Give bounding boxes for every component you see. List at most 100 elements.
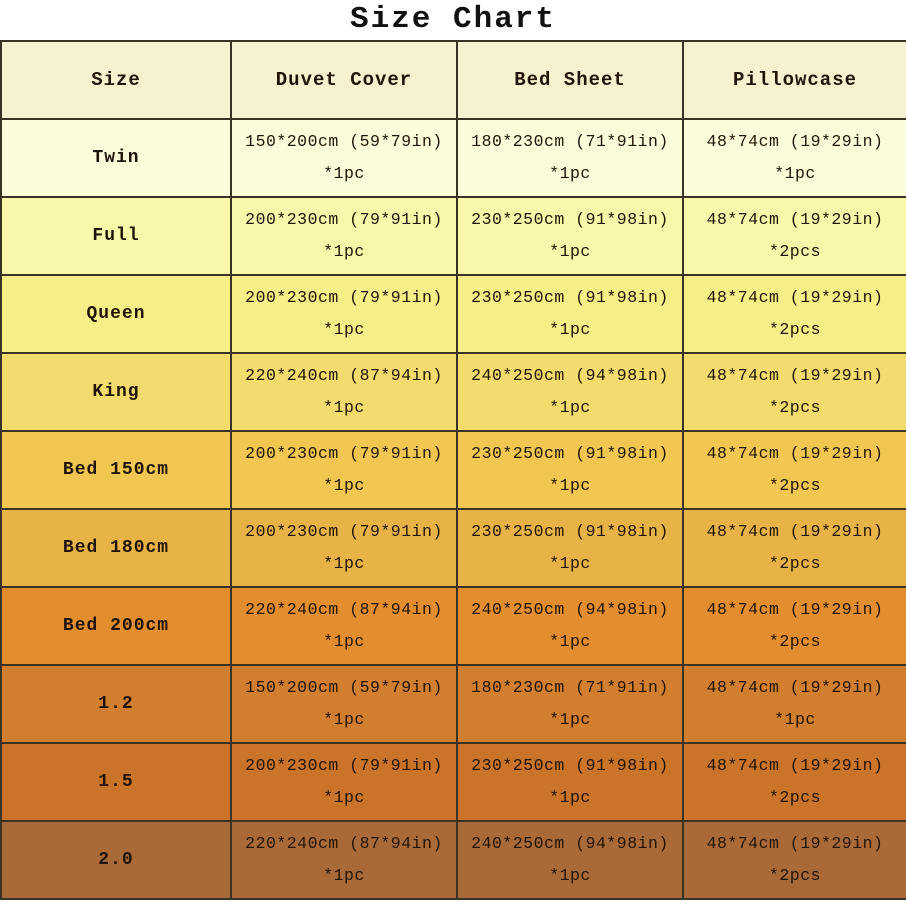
table-row: Bed 150cm 200*230cm (79*91in) *1pc 230*2… bbox=[0, 430, 906, 510]
duvet-cover-cell: 220*240cm (87*94in) *1pc bbox=[230, 820, 458, 900]
bed-sheet-quantity: *1pc bbox=[549, 398, 591, 417]
table-row: 1.2 150*200cm (59*79in) *1pc 180*230cm (… bbox=[0, 664, 906, 744]
bed-sheet-quantity: *1pc bbox=[549, 710, 591, 729]
row-size-label: Bed 180cm bbox=[0, 508, 232, 588]
bed-sheet-cell: 230*250cm (91*98in) *1pc bbox=[456, 742, 684, 822]
duvet-cover-cell: 200*230cm (79*91in) *1pc bbox=[230, 508, 458, 588]
duvet-cover-dimensions: 220*240cm (87*94in) bbox=[245, 600, 443, 619]
pillowcase-dimensions: 48*74cm (19*29in) bbox=[706, 366, 884, 385]
header-row: Size Duvet Cover Bed Sheet Pillowcase bbox=[0, 40, 906, 120]
duvet-cover-dimensions: 220*240cm (87*94in) bbox=[245, 366, 443, 385]
bed-sheet-dimensions: 230*250cm (91*98in) bbox=[471, 756, 669, 775]
table-row: Bed 200cm 220*240cm (87*94in) *1pc 240*2… bbox=[0, 586, 906, 666]
pillowcase-dimensions: 48*74cm (19*29in) bbox=[706, 834, 884, 853]
duvet-cover-cell: 200*230cm (79*91in) *1pc bbox=[230, 196, 458, 276]
pillowcase-quantity: *2pcs bbox=[768, 554, 821, 573]
pillowcase-cell: 48*74cm (19*29in) *1pc bbox=[682, 118, 906, 198]
table-row: 1.5 200*230cm (79*91in) *1pc 230*250cm (… bbox=[0, 742, 906, 822]
pillowcase-dimensions: 48*74cm (19*29in) bbox=[706, 522, 884, 541]
header-pillowcase: Pillowcase bbox=[682, 40, 906, 120]
pillowcase-dimensions: 48*74cm (19*29in) bbox=[706, 210, 884, 229]
bed-sheet-dimensions: 240*250cm (94*98in) bbox=[471, 600, 669, 619]
duvet-cover-quantity: *1pc bbox=[323, 866, 365, 885]
pillowcase-dimensions: 48*74cm (19*29in) bbox=[706, 600, 884, 619]
pillowcase-cell: 48*74cm (19*29in) *2pcs bbox=[682, 196, 906, 276]
bed-sheet-quantity: *1pc bbox=[549, 788, 591, 807]
bed-sheet-cell: 230*250cm (91*98in) *1pc bbox=[456, 508, 684, 588]
duvet-cover-cell: 200*230cm (79*91in) *1pc bbox=[230, 742, 458, 822]
pillowcase-quantity: *1pc bbox=[774, 710, 816, 729]
duvet-cover-dimensions: 220*240cm (87*94in) bbox=[245, 834, 443, 853]
pillowcase-cell: 48*74cm (19*29in) *2pcs bbox=[682, 742, 906, 822]
pillowcase-quantity: *1pc bbox=[774, 164, 816, 183]
row-size-label: 1.5 bbox=[0, 742, 232, 822]
pillowcase-quantity: *2pcs bbox=[768, 242, 821, 261]
table-row: 2.0 220*240cm (87*94in) *1pc 240*250cm (… bbox=[0, 820, 906, 900]
pillowcase-dimensions: 48*74cm (19*29in) bbox=[706, 444, 884, 463]
bed-sheet-cell: 240*250cm (94*98in) *1pc bbox=[456, 586, 684, 666]
row-size-label: Full bbox=[0, 196, 232, 276]
duvet-cover-dimensions: 200*230cm (79*91in) bbox=[245, 522, 443, 541]
duvet-cover-quantity: *1pc bbox=[323, 476, 365, 495]
bed-sheet-cell: 240*250cm (94*98in) *1pc bbox=[456, 820, 684, 900]
pillowcase-quantity: *2pcs bbox=[768, 632, 821, 651]
bed-sheet-dimensions: 230*250cm (91*98in) bbox=[471, 288, 669, 307]
bed-sheet-quantity: *1pc bbox=[549, 554, 591, 573]
duvet-cover-dimensions: 200*230cm (79*91in) bbox=[245, 444, 443, 463]
pillowcase-cell: 48*74cm (19*29in) *1pc bbox=[682, 664, 906, 744]
duvet-cover-dimensions: 200*230cm (79*91in) bbox=[245, 288, 443, 307]
duvet-cover-cell: 220*240cm (87*94in) *1pc bbox=[230, 352, 458, 432]
duvet-cover-quantity: *1pc bbox=[323, 242, 365, 261]
duvet-cover-cell: 220*240cm (87*94in) *1pc bbox=[230, 586, 458, 666]
table-row: Queen 200*230cm (79*91in) *1pc 230*250cm… bbox=[0, 274, 906, 354]
bed-sheet-dimensions: 180*230cm (71*91in) bbox=[471, 678, 669, 697]
bed-sheet-cell: 230*250cm (91*98in) *1pc bbox=[456, 196, 684, 276]
table-body: Twin 150*200cm (59*79in) *1pc 180*230cm … bbox=[0, 118, 906, 900]
pillowcase-dimensions: 48*74cm (19*29in) bbox=[706, 288, 884, 307]
bed-sheet-quantity: *1pc bbox=[549, 632, 591, 651]
duvet-cover-dimensions: 150*200cm (59*79in) bbox=[245, 132, 443, 151]
header-size: Size bbox=[0, 40, 232, 120]
duvet-cover-dimensions: 150*200cm (59*79in) bbox=[245, 678, 443, 697]
pillowcase-quantity: *2pcs bbox=[768, 866, 821, 885]
pillowcase-cell: 48*74cm (19*29in) *2pcs bbox=[682, 820, 906, 900]
header-duvet-cover: Duvet Cover bbox=[230, 40, 458, 120]
table-row: Twin 150*200cm (59*79in) *1pc 180*230cm … bbox=[0, 118, 906, 198]
row-size-label: 2.0 bbox=[0, 820, 232, 900]
row-size-label: Twin bbox=[0, 118, 232, 198]
bed-sheet-cell: 180*230cm (71*91in) *1pc bbox=[456, 118, 684, 198]
bed-sheet-cell: 230*250cm (91*98in) *1pc bbox=[456, 430, 684, 510]
duvet-cover-dimensions: 200*230cm (79*91in) bbox=[245, 210, 443, 229]
duvet-cover-quantity: *1pc bbox=[323, 398, 365, 417]
bed-sheet-quantity: *1pc bbox=[549, 866, 591, 885]
pillowcase-quantity: *2pcs bbox=[768, 476, 821, 495]
row-size-label: Bed 200cm bbox=[0, 586, 232, 666]
bed-sheet-quantity: *1pc bbox=[549, 320, 591, 339]
bed-sheet-dimensions: 230*250cm (91*98in) bbox=[471, 522, 669, 541]
duvet-cover-dimensions: 200*230cm (79*91in) bbox=[245, 756, 443, 775]
size-chart-table: Size Duvet Cover Bed Sheet Pillowcase Tw… bbox=[0, 40, 906, 900]
pillowcase-dimensions: 48*74cm (19*29in) bbox=[706, 132, 884, 151]
pillowcase-dimensions: 48*74cm (19*29in) bbox=[706, 678, 884, 697]
page-title: Size Chart bbox=[349, 2, 557, 37]
duvet-cover-quantity: *1pc bbox=[323, 788, 365, 807]
duvet-cover-cell: 200*230cm (79*91in) *1pc bbox=[230, 430, 458, 510]
bed-sheet-dimensions: 240*250cm (94*98in) bbox=[471, 366, 669, 385]
bed-sheet-cell: 240*250cm (94*98in) *1pc bbox=[456, 352, 684, 432]
pillowcase-quantity: *2pcs bbox=[768, 398, 821, 417]
bed-sheet-quantity: *1pc bbox=[549, 242, 591, 261]
table-row: Full 200*230cm (79*91in) *1pc 230*250cm … bbox=[0, 196, 906, 276]
bed-sheet-quantity: *1pc bbox=[549, 164, 591, 183]
pillowcase-dimensions: 48*74cm (19*29in) bbox=[706, 756, 884, 775]
pillowcase-cell: 48*74cm (19*29in) *2pcs bbox=[682, 430, 906, 510]
duvet-cover-quantity: *1pc bbox=[323, 710, 365, 729]
table-row: Bed 180cm 200*230cm (79*91in) *1pc 230*2… bbox=[0, 508, 906, 588]
pillowcase-cell: 48*74cm (19*29in) *2pcs bbox=[682, 586, 906, 666]
header-bed-sheet: Bed Sheet bbox=[456, 40, 684, 120]
pillowcase-quantity: *2pcs bbox=[768, 788, 821, 807]
duvet-cover-cell: 150*200cm (59*79in) *1pc bbox=[230, 118, 458, 198]
pillowcase-cell: 48*74cm (19*29in) *2pcs bbox=[682, 274, 906, 354]
bed-sheet-dimensions: 230*250cm (91*98in) bbox=[471, 210, 669, 229]
row-size-label: Bed 150cm bbox=[0, 430, 232, 510]
pillowcase-cell: 48*74cm (19*29in) *2pcs bbox=[682, 508, 906, 588]
